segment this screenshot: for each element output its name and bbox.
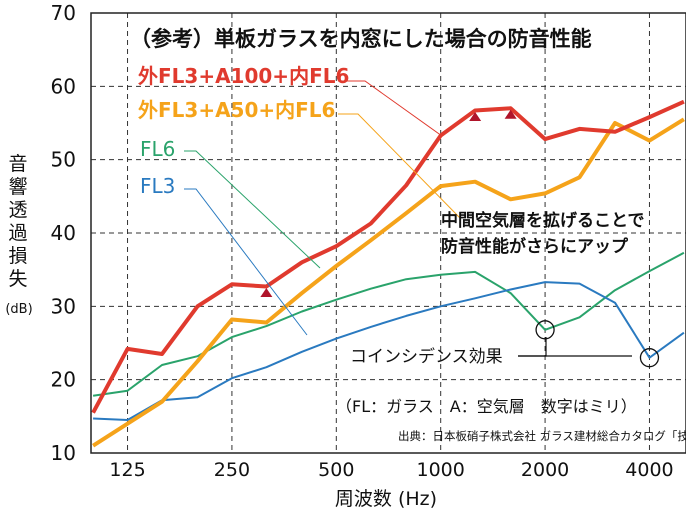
leader-fl3 (184, 188, 308, 336)
grid (91, 13, 686, 453)
x-tick-labels: 125 250 500 1000 2000 4000 (109, 459, 673, 481)
coincidence-circle (535, 320, 555, 340)
ylabel-char-6: 失 (8, 268, 27, 290)
plot-frame (90, 12, 686, 454)
ylabel-char-3: 透 (8, 199, 27, 221)
y-tick-label: 20 (51, 368, 76, 392)
y-tick-label: 50 (51, 148, 76, 172)
improvement-arrowhead (260, 288, 273, 297)
y-tick-label: 60 (51, 74, 76, 98)
y-tick-label: 30 (51, 294, 76, 318)
leader-fl6 (184, 150, 321, 269)
leader-fl3-a100-fl6 (338, 80, 443, 137)
y-tick-label: 40 (51, 221, 76, 245)
improvement-arrowhead (504, 109, 517, 119)
y-tick-label: 10 (51, 441, 76, 465)
series-line (93, 281, 685, 421)
x-axis-title: 周波数 (Hz) (335, 488, 437, 510)
series-lines (91, 99, 685, 448)
source-note: 出典：日本板硝子株式会社 ガラス建材総合カタログ「技術資料編」 (398, 429, 686, 443)
x-tick-label: 1000 (417, 459, 465, 481)
coincidence-circle (639, 348, 660, 368)
series-line (92, 117, 685, 448)
y-tick-labels: 10 20 30 40 50 60 70 (51, 1, 76, 465)
x-tick-label: 2000 (521, 459, 569, 481)
x-tick-label: 500 (318, 459, 354, 481)
coincidence-label: コインシデンス効果 (350, 346, 503, 367)
ylabel-char-5: 損 (8, 245, 27, 267)
gap-note-line1: 中間空気層を拡げることで (441, 210, 645, 231)
x-tick-label: 125 (109, 459, 145, 481)
y-tick-label: 70 (51, 1, 76, 25)
gap-note-line2: 防音性能がさらにアップ (441, 236, 629, 257)
legend-note: （FL：ガラス A：空気層 数字はミリ） (336, 397, 637, 416)
label-fl3-a100-fl6: 外FL3+A100+内FL6 (138, 64, 349, 88)
ylabel-char-1: 音 (8, 153, 27, 175)
label-fl3: FL3 (140, 174, 175, 198)
y-axis-title: 音 響 透 過 損 失 (dB) (5, 153, 32, 317)
x-tick-label: 250 (214, 459, 250, 481)
chart-title: （参考）単板ガラスを内窓にした場合の防音性能 (130, 27, 592, 51)
ylabel-char-4: 過 (8, 222, 27, 244)
series-line (91, 99, 685, 414)
ylabel-unit: (dB) (5, 302, 32, 317)
leader-fl3-a50-fl6 (338, 113, 461, 219)
label-fl3-a50-fl6: 外FL3+A50+内FL6 (138, 98, 335, 122)
ylabel-char-2: 響 (8, 176, 27, 198)
improvement-arrowhead (469, 112, 482, 121)
label-fl6: FL6 (140, 137, 175, 161)
x-tick-label: 4000 (625, 459, 673, 481)
annotation-marks (260, 109, 660, 368)
series-line (92, 251, 685, 397)
